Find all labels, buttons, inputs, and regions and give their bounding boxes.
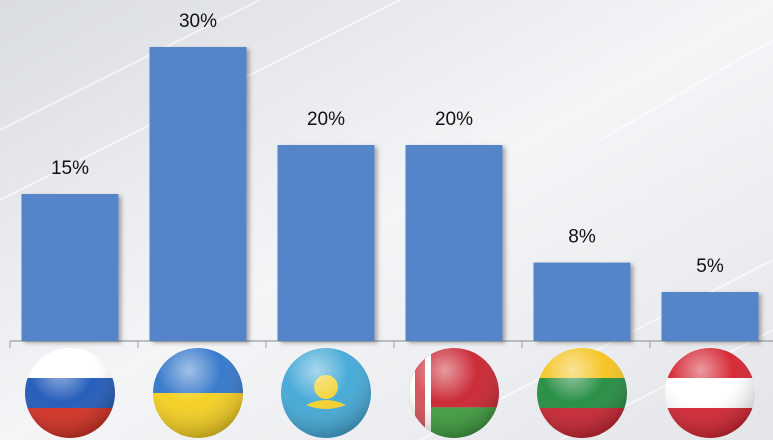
bar: [405, 145, 503, 341]
value-label: 30%: [179, 11, 217, 32]
flag-gloss: [153, 348, 243, 438]
flag: [25, 348, 115, 438]
flag: [409, 348, 499, 438]
bar: [277, 145, 375, 341]
flag-gloss: [281, 348, 371, 438]
flag: [665, 348, 755, 438]
flag-gloss: [409, 348, 499, 438]
flag: [537, 348, 627, 438]
bar: [149, 47, 247, 341]
value-label: 20%: [307, 109, 345, 130]
flag: [153, 348, 243, 438]
flag-gloss: [665, 348, 755, 438]
value-label: 15%: [51, 158, 89, 179]
flag-gloss: [537, 348, 627, 438]
value-label: 8%: [568, 227, 596, 248]
value-label: 20%: [435, 109, 473, 130]
value-label: 5%: [696, 256, 724, 277]
bar: [661, 292, 759, 341]
bar: [21, 194, 119, 341]
flag: [281, 348, 371, 438]
flag-gloss: [25, 348, 115, 438]
bar: [533, 262, 631, 341]
